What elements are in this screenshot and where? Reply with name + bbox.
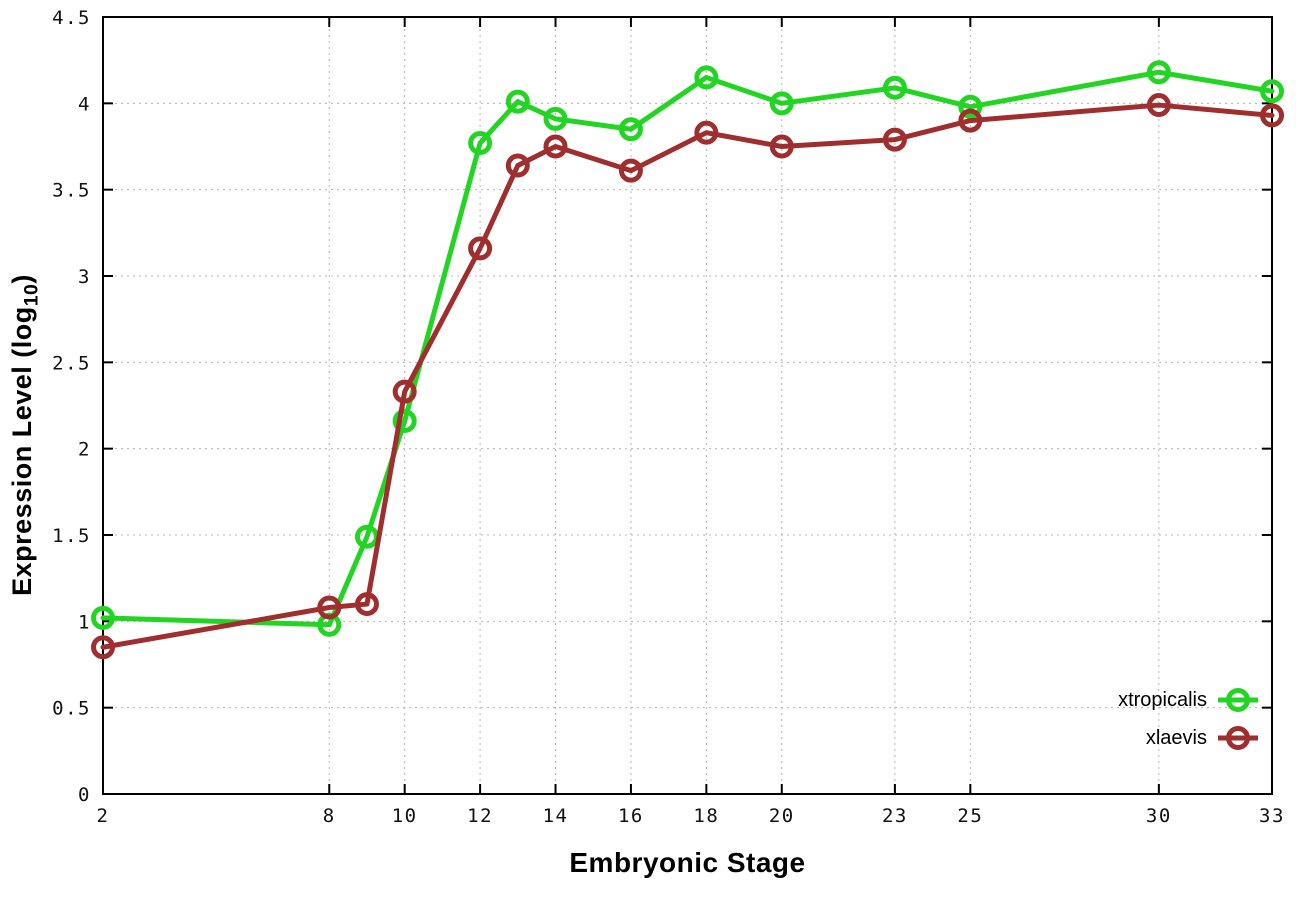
- data-point-xlaevis: [1260, 103, 1284, 128]
- legend-label-xlaevis: xlaevis: [1145, 726, 1207, 749]
- data-point-xtropicalis: [769, 91, 794, 116]
- data-point-xlaevis: [618, 158, 643, 183]
- legend-label-xtropicalis: xtropicalis: [1118, 688, 1207, 711]
- y-tick-label: 0.5: [52, 698, 91, 720]
- legend: xtropicalis xlaevis: [1118, 681, 1260, 757]
- x-tick-label: 2: [97, 805, 110, 827]
- data-point-xlaevis: [354, 592, 379, 617]
- data-point-xtropicalis: [958, 94, 983, 119]
- x-tick-label: 18: [693, 805, 719, 827]
- legend-entry-xtropicalis: xtropicalis: [1118, 681, 1260, 719]
- x-tick-label: 20: [769, 805, 795, 827]
- data-point-xlaevis: [1146, 93, 1171, 118]
- y-tick-label: 2.5: [52, 352, 91, 374]
- x-tick-label: 8: [323, 805, 336, 827]
- data-point-xlaevis: [392, 379, 417, 404]
- y-tick-label: 4.5: [52, 7, 91, 29]
- data-point-xtropicalis: [91, 605, 115, 630]
- x-tick-label: 14: [543, 805, 569, 827]
- x-tick-label: 33: [1259, 805, 1285, 827]
- data-point-xlaevis: [543, 134, 568, 159]
- data-point-xlaevis: [317, 595, 342, 620]
- legend-entry-xlaevis: xlaevis: [1118, 719, 1260, 757]
- data-point-xtropicalis: [468, 131, 493, 156]
- legend-marker-xlaevis: [1218, 726, 1258, 750]
- data-point-xtropicalis: [392, 409, 417, 434]
- y-axis-label-subscript: 10: [20, 283, 43, 307]
- x-tick-label: 12: [467, 805, 493, 827]
- x-axis-label: Embryonic Stage: [569, 847, 806, 878]
- y-tick-label: 4: [78, 93, 91, 115]
- legend-marker-xtropicalis: [1218, 688, 1258, 712]
- data-point-xlaevis: [958, 108, 983, 133]
- x-tick-label: 23: [882, 805, 908, 827]
- y-tick-label: 1: [78, 611, 91, 633]
- data-point-xlaevis: [769, 134, 794, 159]
- data-point-xtropicalis: [505, 89, 530, 114]
- data-point-xtropicalis: [882, 75, 907, 100]
- y-tick-label: 2: [78, 439, 91, 461]
- y-axis-label-close: ): [7, 274, 37, 284]
- y-tick-label: 0: [78, 784, 91, 806]
- data-point-xtropicalis: [1260, 79, 1284, 104]
- data-point-xlaevis: [694, 120, 719, 145]
- data-point-xtropicalis: [543, 106, 568, 131]
- plot-border: [102, 16, 1273, 795]
- data-point-xlaevis: [505, 153, 530, 178]
- series-line-xtropicalis: [100, 69, 1275, 628]
- data-point-xtropicalis: [618, 117, 643, 142]
- x-tick-label: 30: [1146, 805, 1172, 827]
- series-line-xlaevis: [100, 102, 1275, 650]
- data-point-xlaevis: [468, 236, 493, 261]
- data-point-xlaevis: [91, 635, 115, 660]
- x-tick-label: 25: [957, 805, 983, 827]
- x-tick-label: 10: [392, 805, 418, 827]
- data-point-xtropicalis: [694, 65, 719, 90]
- x-tick-label: 16: [618, 805, 644, 827]
- y-axis-label: Expression Level (log10): [7, 225, 43, 645]
- y-tick-label: 3.5: [52, 180, 91, 202]
- data-point-xtropicalis: [1146, 60, 1171, 85]
- data-point-xlaevis: [882, 127, 907, 152]
- y-axis-label-text: Expression Level (log: [7, 306, 37, 596]
- y-tick-label: 1.5: [52, 525, 91, 547]
- y-tick-label: 3: [78, 266, 91, 288]
